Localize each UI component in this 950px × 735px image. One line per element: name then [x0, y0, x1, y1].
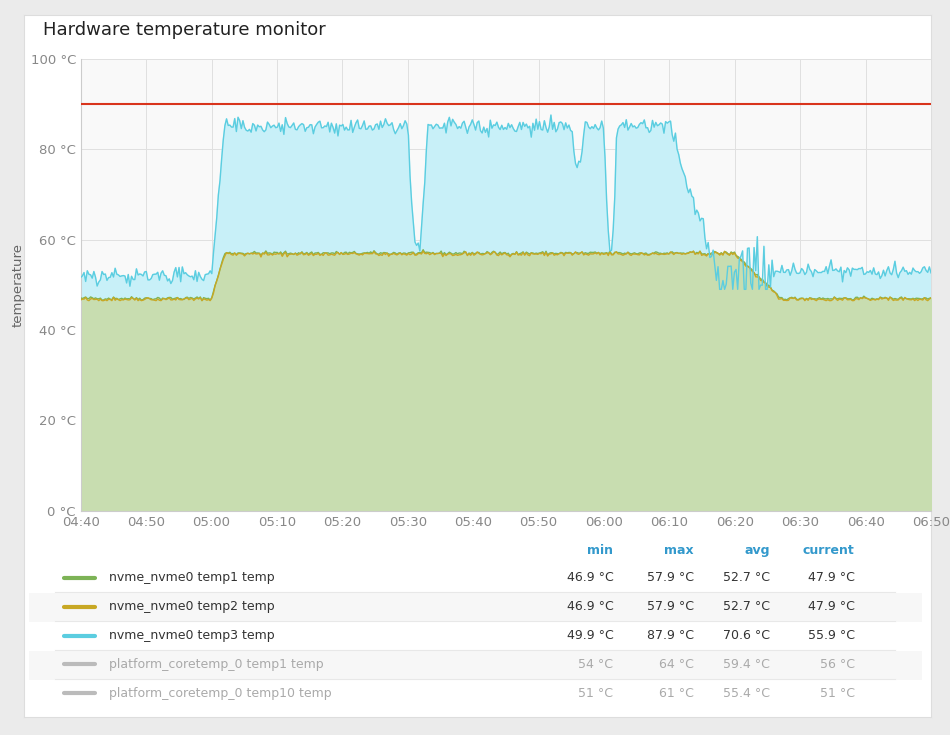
Text: 49.9 °C: 49.9 °C — [566, 629, 614, 642]
FancyBboxPatch shape — [28, 593, 922, 622]
Text: 51 °C: 51 °C — [579, 686, 614, 700]
Text: min: min — [587, 545, 614, 557]
Text: 52.7 °C: 52.7 °C — [723, 600, 770, 613]
Text: 46.9 °C: 46.9 °C — [566, 600, 614, 613]
FancyBboxPatch shape — [28, 564, 922, 593]
Text: current: current — [803, 545, 855, 557]
Text: 57.9 °C: 57.9 °C — [647, 600, 694, 613]
Text: 57.9 °C: 57.9 °C — [647, 571, 694, 584]
Y-axis label: temperature: temperature — [12, 243, 25, 327]
Text: nvme_nvme0 temp3 temp: nvme_nvme0 temp3 temp — [109, 629, 275, 642]
Text: 52.7 °C: 52.7 °C — [723, 571, 770, 584]
Text: 47.9 °C: 47.9 °C — [808, 600, 855, 613]
FancyBboxPatch shape — [28, 622, 922, 650]
Text: 87.9 °C: 87.9 °C — [647, 629, 694, 642]
Text: 56 °C: 56 °C — [820, 658, 855, 671]
FancyBboxPatch shape — [28, 650, 922, 680]
Text: 46.9 °C: 46.9 °C — [566, 571, 614, 584]
Text: 51 °C: 51 °C — [820, 686, 855, 700]
Text: 59.4 °C: 59.4 °C — [723, 658, 770, 671]
Text: avg: avg — [744, 545, 770, 557]
Text: nvme_nvme0 temp2 temp: nvme_nvme0 temp2 temp — [109, 600, 275, 613]
Text: 64 °C: 64 °C — [659, 658, 694, 671]
Text: 47.9 °C: 47.9 °C — [808, 571, 855, 584]
Text: 55.9 °C: 55.9 °C — [808, 629, 855, 642]
Text: 61 °C: 61 °C — [659, 686, 694, 700]
Text: nvme_nvme0 temp1 temp: nvme_nvme0 temp1 temp — [109, 571, 275, 584]
Text: max: max — [664, 545, 694, 557]
Text: 54 °C: 54 °C — [579, 658, 614, 671]
Text: 70.6 °C: 70.6 °C — [723, 629, 770, 642]
FancyBboxPatch shape — [28, 680, 922, 709]
Text: platform_coretemp_0 temp1 temp: platform_coretemp_0 temp1 temp — [109, 658, 324, 671]
Text: 55.4 °C: 55.4 °C — [723, 686, 770, 700]
Text: platform_coretemp_0 temp10 temp: platform_coretemp_0 temp10 temp — [109, 686, 332, 700]
Text: Hardware temperature monitor: Hardware temperature monitor — [43, 21, 326, 38]
